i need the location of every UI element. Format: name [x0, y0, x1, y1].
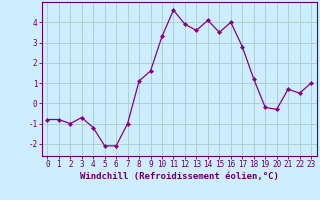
X-axis label: Windchill (Refroidissement éolien,°C): Windchill (Refroidissement éolien,°C) — [80, 172, 279, 181]
